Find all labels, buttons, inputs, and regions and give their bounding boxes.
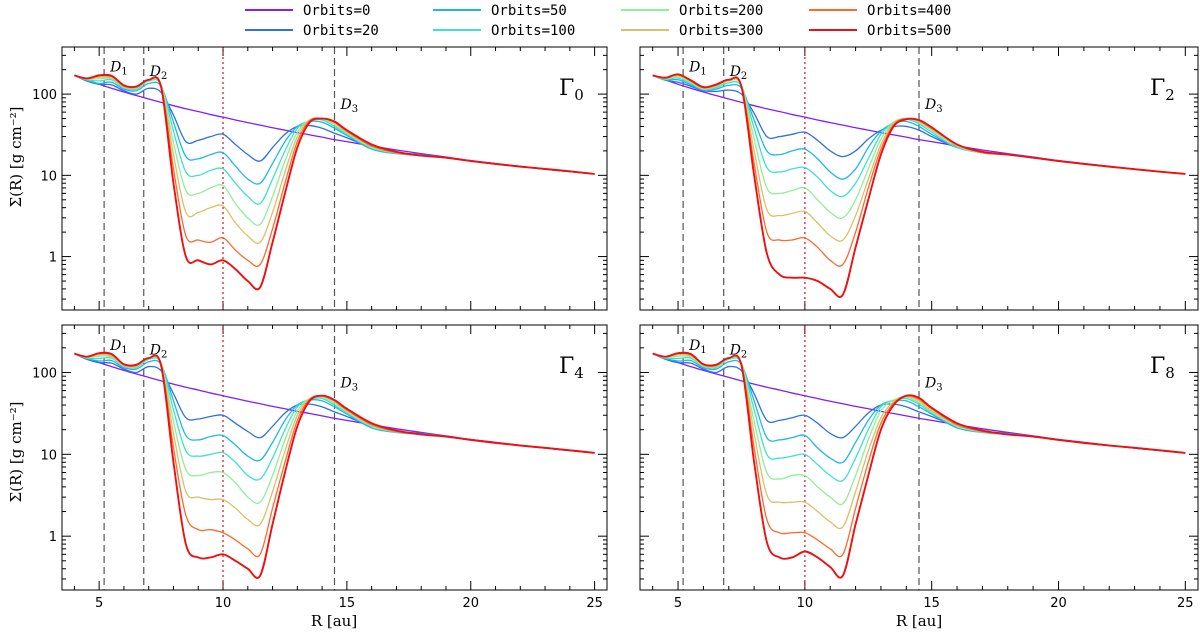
- legend-entry: Orbits=400: [809, 3, 951, 19]
- legend-entry: Orbits=0: [245, 3, 370, 19]
- panel-label: Γ4: [559, 354, 584, 382]
- x-tick-label: 10: [797, 596, 814, 611]
- plot-frame: [61, 324, 608, 591]
- legend-label: Orbits=0: [303, 3, 370, 19]
- x-axis-label-left: R [au]: [311, 612, 357, 630]
- x-tick-label: 15: [339, 596, 356, 611]
- panel-8: 5 10 15 20 25 D1 D2 D3 Γ8: [639, 324, 1199, 611]
- series-line-orbits-500: [74, 351, 595, 579]
- legend-entry: Orbits=100: [433, 23, 575, 39]
- series-group: [652, 351, 1186, 579]
- y-tick-label: 10: [40, 448, 57, 463]
- marker-label-D1: D1: [109, 338, 128, 356]
- x-tick-label: 15: [923, 596, 940, 611]
- x-tick-label: 5: [674, 596, 682, 611]
- series-line-orbits-500: [652, 351, 1186, 579]
- legend-entry: Orbits=200: [621, 3, 763, 19]
- x-tick-label: 25: [1177, 596, 1194, 611]
- marker-label-D3: D3: [924, 97, 943, 115]
- x-tick-label: 25: [586, 596, 603, 611]
- marker-label-D2: D2: [149, 64, 168, 82]
- legend-entry: Orbits=20: [245, 23, 379, 39]
- legend-label: Orbits=500: [867, 23, 951, 39]
- marker-label-D3: D3: [924, 376, 943, 394]
- marker-label-D2: D2: [729, 342, 748, 360]
- legend-entry: Orbits=300: [621, 23, 763, 39]
- legend-entry: Orbits=50: [433, 3, 567, 19]
- marker-label-D1: D1: [688, 338, 707, 356]
- marker-label-D1: D1: [688, 60, 707, 78]
- panel-label: Γ0: [559, 76, 584, 104]
- plot-frame: [639, 46, 1199, 311]
- panel-0: 1 10 100 D1 D2 D3 Γ0: [32, 46, 608, 311]
- marker-label-D3: D3: [340, 97, 359, 115]
- x-tick-label: 10: [215, 596, 232, 611]
- y-tick-label: 100: [32, 88, 57, 103]
- panel-2: D1 D2 D3 Γ2: [639, 46, 1199, 311]
- legend-label: Orbits=300: [679, 23, 763, 39]
- y-axis-label-top: Σ(R) [g cm⁻²]: [7, 106, 25, 207]
- legend-label: Orbits=50: [491, 3, 567, 19]
- y-tick-label: 100: [32, 366, 57, 381]
- y-axis-label-bottom: Σ(R) [g cm⁻²]: [7, 401, 25, 502]
- marker-label-D3: D3: [340, 376, 359, 394]
- y-tick-label: 1: [49, 530, 57, 545]
- series-line-orbits-500: [652, 73, 1186, 298]
- series-group: [74, 73, 595, 291]
- panel-label: Γ8: [1150, 354, 1175, 382]
- marker-label-D1: D1: [109, 60, 128, 78]
- x-tick-label: 20: [462, 596, 479, 611]
- marker-label-D2: D2: [729, 64, 748, 82]
- y-tick-label: 1: [49, 251, 57, 266]
- series-group: [652, 73, 1186, 298]
- x-axis-label-right: R [au]: [896, 612, 942, 630]
- legend-label: Orbits=400: [867, 3, 951, 19]
- y-tick-label: 10: [40, 169, 57, 184]
- legend-label: Orbits=200: [679, 3, 763, 19]
- x-tick-label: 5: [95, 596, 103, 611]
- plot-frame: [61, 46, 608, 311]
- plot-frame: [639, 324, 1199, 591]
- series-group: [74, 351, 595, 579]
- panel-label: Γ2: [1150, 76, 1175, 104]
- legend-label: Orbits=100: [491, 23, 575, 39]
- x-tick-label: 20: [1050, 596, 1067, 611]
- panel-4: 5 10 15 20 25 1 10 100 D1 D2 D3 Γ4: [32, 324, 608, 611]
- marker-label-D2: D2: [149, 342, 168, 360]
- legend: Orbits=0 Orbits=20 Orbits=50 Orbits=100 Orbi…: [245, 3, 951, 39]
- legend-label: Orbits=20: [303, 23, 379, 39]
- series-line-orbits-500: [74, 73, 595, 291]
- legend-entry: Orbits=500: [809, 23, 951, 39]
